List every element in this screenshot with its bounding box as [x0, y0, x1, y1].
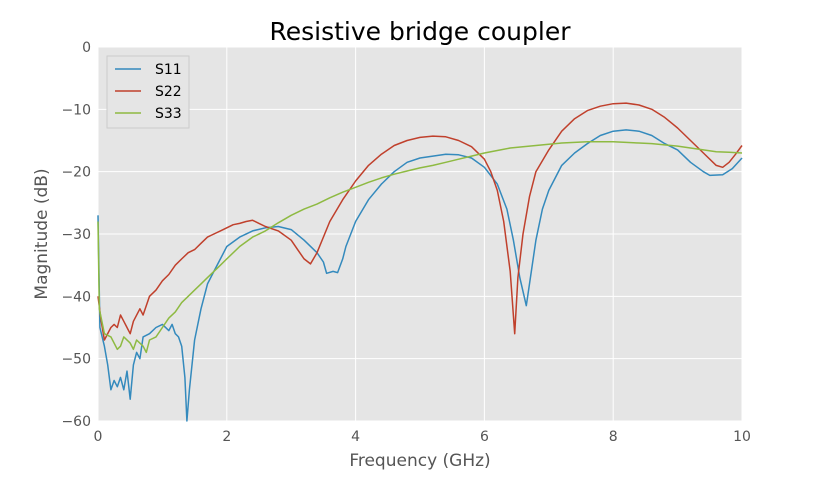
- x-tick-label: 2: [222, 429, 231, 445]
- chart-title: Resistive bridge coupler: [269, 17, 571, 46]
- x-tick-label: 10: [733, 429, 751, 445]
- series-line-s22: [97, 102, 743, 341]
- y-tick-label: −60: [61, 414, 91, 430]
- grid: [97, 46, 743, 422]
- legend-label-s11: S11: [155, 62, 182, 78]
- x-tick-label: 0: [94, 429, 103, 445]
- legend: S11 S22 S33: [106, 55, 190, 129]
- x-tick-label: 4: [351, 429, 360, 445]
- y-axis-ticks: 0 −10 −20 −30 −40 −50 −60: [61, 40, 91, 430]
- y-tick-label: −20: [61, 165, 91, 181]
- y-tick-label: −40: [61, 289, 91, 305]
- x-axis-label: Frequency (GHz): [349, 451, 490, 471]
- y-tick-label: 0: [82, 40, 91, 56]
- y-tick-label: −30: [61, 227, 91, 243]
- y-tick-label: −50: [61, 352, 91, 368]
- legend-label-s22: S22: [155, 84, 182, 100]
- legend-box: [106, 55, 190, 129]
- series-lines: [97, 102, 743, 422]
- x-axis-ticks: 0 2 4 6 8 10: [94, 429, 751, 445]
- x-tick-label: 8: [609, 429, 618, 445]
- y-tick-label: −10: [61, 102, 91, 118]
- series-line-s11: [97, 129, 743, 422]
- y-axis-label: Magnitude (dB): [32, 168, 52, 299]
- series-line-s33: [97, 140, 743, 354]
- x-tick-label: 6: [480, 429, 489, 445]
- legend-label-s33: S33: [155, 106, 182, 122]
